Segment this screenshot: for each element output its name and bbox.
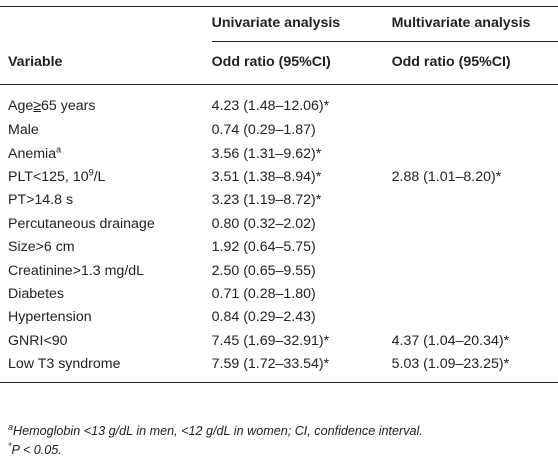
variable-label: Male [8, 122, 39, 139]
variable-label-tail: /L [93, 168, 106, 185]
table-row: PT>14.8 s 3.23 (1.19–8.72)* [0, 189, 558, 212]
variable-label: Hypertension [8, 309, 92, 326]
variable-label: PT>14.8 s [8, 192, 74, 209]
variable-cell: Diabetes [0, 283, 212, 306]
univariate-value: 4.23 (1.48–12.06)* [211, 98, 330, 115]
variable-cell: Anemiaa [0, 142, 212, 165]
variable-label: Anemia [8, 145, 57, 162]
table-row: Creatinine>1.3 mg/dL 2.50 (0.65–9.55) [0, 259, 558, 282]
header-uni-odds-ratio: Odd ratio (95%CI) [211, 41, 392, 85]
multivariate-value [392, 306, 558, 329]
variable-cell: Age≥65 years [0, 85, 212, 120]
variable-cell: Percutaneous drainage [0, 213, 212, 236]
multivariate-value: 2.88 (1.01–8.20)* [391, 168, 502, 185]
table-row: PLT<125, 109/L 3.51 (1.38–8.94)* 2.88 (1.0… [0, 166, 558, 189]
multivariate-value: 4.37 (1.04–20.34)* [391, 332, 510, 349]
footnote-p-mark: * [8, 440, 12, 451]
variable-label: Age [8, 98, 34, 115]
table-row: GNRI<90 7.45 (1.69–32.91)* 4.37 (1.04–20.3… [0, 330, 558, 353]
variable-label: Low T3 syndrome [8, 356, 121, 373]
variable-superscript: 9 [88, 167, 94, 178]
univariate-value: 1.92 (0.64–5.75) [211, 239, 316, 256]
univariate-value: 3.51 (1.38–8.94)* [211, 168, 322, 185]
variable-label: Size>6 cm [8, 239, 75, 256]
univariate-value: 0.71 (0.28–1.80) [211, 285, 316, 302]
univariate-value: 7.45 (1.69–32.91)* [211, 332, 330, 349]
header-blank [0, 6, 212, 42]
table-body: Age≥65 years 4.23 (1.48–12.06)* Male 0.74 (… [0, 85, 558, 384]
univariate-value: 0.80 (0.32–2.02) [211, 215, 316, 232]
multivariate-value [392, 142, 558, 165]
header-row-sub: Variable Odd ratio (95%CI) Odd ratio (95… [0, 41, 558, 85]
header-univariate: Univariate analysis [211, 6, 392, 42]
table-row: Male 0.74 (0.29–1.87) [0, 119, 558, 142]
multivariate-value [392, 236, 558, 259]
footnote-p: *P < 0.05. [8, 440, 62, 457]
variable-cell: Male [0, 119, 212, 142]
table-row: Diabetes 0.71 (0.28–1.80) [0, 283, 558, 306]
variable-label: Creatinine>1.3 mg/dL [8, 262, 145, 279]
table-row: Age≥65 years 4.23 (1.48–12.06)* [0, 85, 558, 120]
table-row: Hypertension 0.84 (0.29–2.43) [0, 306, 558, 329]
footnote-a-mark: a [8, 421, 14, 432]
variable-label: Diabetes [8, 285, 64, 302]
multivariate-value [392, 119, 558, 142]
multivariate-value [392, 189, 558, 212]
univariate-value: 3.23 (1.19–8.72)* [211, 192, 322, 209]
variable-cell: PT>14.8 s [0, 189, 212, 212]
multivariate-value: 5.03 (1.09–23.25)* [391, 352, 558, 384]
results-table: Univariate analysis Multivariate analysi… [0, 6, 558, 384]
univariate-value: 2.50 (0.65–9.55) [211, 262, 316, 279]
variable-label-rest: 65 years [41, 98, 96, 115]
header-multi-odds-ratio: Odd ratio (95%CI) [391, 41, 558, 85]
footnote-a-text: Hemoglobin <13 g/dL in men, <12 g/dL in … [13, 424, 423, 438]
variable-cell: PLT<125, 109/L [0, 166, 212, 189]
header-variable: Variable [0, 41, 212, 85]
variable-cell: Creatinine>1.3 mg/dL [0, 259, 212, 282]
variable-label: PLT<125, 10 [8, 168, 89, 185]
header-multivariate: Multivariate analysis [391, 6, 558, 42]
multivariate-value [392, 213, 558, 236]
variable-cell: Hypertension [0, 306, 212, 329]
variable-cell: Size>6 cm [0, 236, 212, 259]
header-row-top: Univariate analysis Multivariate analysi… [0, 6, 558, 42]
variable-superscript: a [56, 143, 62, 154]
footnote-p-text: P < 0.05. [11, 443, 62, 457]
variable-ge-sign: ≥ [33, 98, 42, 115]
univariate-value: 0.74 (0.29–1.87) [211, 122, 316, 139]
table-row: Size>6 cm 1.92 (0.64–5.75) [0, 236, 558, 259]
variable-cell: GNRI<90 [0, 330, 212, 353]
multivariate-value [392, 259, 558, 282]
variable-label: GNRI<90 [8, 332, 68, 349]
variable-label: Percutaneous drainage [8, 215, 155, 232]
variable-cell: Low T3 syndrome [0, 352, 212, 384]
univariate-value: 3.56 (1.31–9.62)* [211, 145, 322, 162]
table-row: Percutaneous drainage 0.80 (0.32–2.02) [0, 213, 558, 236]
table-row: Low T3 syndrome 7.59 (1.72–33.54)* 5.03 (1… [0, 352, 558, 384]
footnote-a: aHemoglobin <13 g/dL in men, <12 g/dL in… [8, 421, 423, 438]
univariate-value: 7.59 (1.72–33.54)* [211, 352, 392, 384]
table-row: Anemiaa 3.56 (1.31–9.62)* [0, 142, 558, 165]
multivariate-value [392, 85, 558, 120]
multivariate-value [392, 283, 558, 306]
univariate-value: 0.84 (0.29–2.43) [211, 309, 316, 326]
